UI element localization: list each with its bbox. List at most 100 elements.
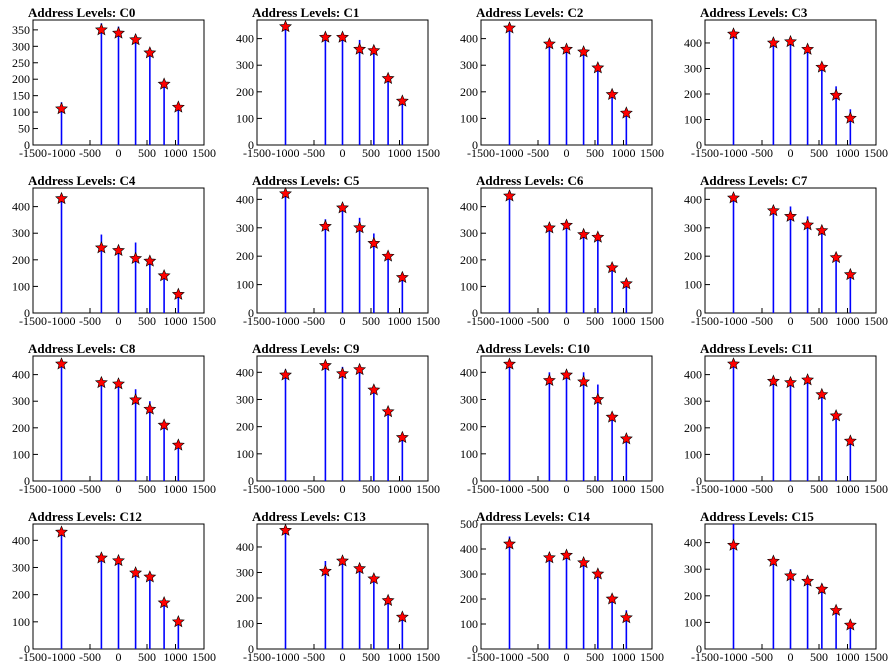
- peak-marker: [395, 610, 409, 623]
- x-tick-label: 0: [340, 482, 346, 496]
- peak-marker: [336, 30, 349, 43]
- peak-marker: [727, 27, 740, 40]
- y-tick-label: 200: [236, 85, 254, 99]
- chart-title: Address Levels: C10: [476, 341, 590, 356]
- chart-panel-12: Address Levels: C12 0 100 200 300 400 -1500 -10…: [0, 504, 224, 672]
- x-tick-label: -1000: [272, 650, 300, 664]
- y-tick-label: 0: [248, 474, 254, 488]
- chart-title: Address Levels: C1: [252, 5, 359, 20]
- x-tick-label: 1500: [864, 482, 888, 496]
- y-tick-label: 200: [460, 253, 478, 267]
- y-tick-label: 0: [24, 306, 30, 320]
- x-tick-label: 0: [116, 482, 122, 496]
- x-tick-label: 500: [362, 650, 380, 664]
- x-tick-label: 0: [116, 146, 122, 160]
- x-tick-label: -1000: [48, 482, 76, 496]
- peak-marker: [381, 71, 395, 84]
- x-tick-label: 1500: [416, 146, 440, 160]
- peak-marker: [815, 582, 829, 595]
- peak-marker: [766, 36, 780, 49]
- y-tick-label: 100: [236, 278, 254, 292]
- chart-title: Address Levels: C5: [252, 173, 360, 188]
- y-tick-label: 300: [12, 226, 30, 240]
- x-tick-label: 1500: [416, 314, 440, 328]
- x-tick-label: 1000: [612, 146, 636, 160]
- x-tick-label: 1000: [612, 314, 636, 328]
- x-tick-label: -1000: [272, 314, 300, 328]
- peak-marker: [143, 46, 157, 59]
- x-tick-label: 1500: [640, 482, 664, 496]
- peak-marker: [843, 434, 857, 447]
- peak-marker: [784, 569, 797, 582]
- peak-marker: [829, 409, 843, 422]
- chart-svg-10: Address Levels: C10 0 100 200 300 400 -1500 -10…: [460, 341, 664, 496]
- y-tick-label: 100: [12, 447, 30, 461]
- peak-marker: [367, 383, 381, 396]
- y-tick-label: 100: [684, 112, 702, 126]
- x-tick-label: -1000: [496, 314, 524, 328]
- peak-marker: [560, 368, 573, 381]
- y-tick-label: 150: [12, 89, 30, 103]
- chart-title: Address Levels: C6: [476, 173, 584, 188]
- peak-marker: [367, 572, 381, 585]
- peak-marker: [171, 438, 185, 451]
- y-tick-label: 0: [248, 306, 254, 320]
- peak-marker: [381, 593, 395, 607]
- chart-panel-5: Address Levels: C5 0 100 200 300 400 -1500 -100…: [224, 168, 448, 336]
- x-tick-label: -500: [751, 482, 773, 496]
- y-tick-label: 200: [460, 85, 478, 99]
- peak-marker: [766, 554, 780, 567]
- peak-marker: [143, 402, 157, 415]
- y-tick-label: 300: [460, 226, 478, 240]
- peak-marker: [279, 186, 292, 200]
- x-tick-label: -1500: [243, 650, 271, 664]
- x-tick-label: -1000: [496, 482, 524, 496]
- peak-marker: [801, 574, 815, 587]
- chart-panel-6: Address Levels: C6 0 100 200 300 400 -1500 -100…: [448, 168, 672, 336]
- peak-marker: [591, 230, 605, 243]
- x-tick-label: 0: [564, 146, 570, 160]
- peak-marker: [591, 567, 605, 580]
- x-tick-label: -1500: [691, 650, 719, 664]
- y-tick-label: 400: [460, 200, 478, 214]
- x-tick-label: 500: [810, 314, 828, 328]
- y-tick-label: 400: [460, 365, 478, 379]
- peak-marker: [55, 191, 68, 205]
- peak-marker: [367, 236, 381, 249]
- chart-svg-9: Address Levels: C9 0 100 200 300 400 -1500 -100…: [236, 341, 440, 496]
- chart-svg-0: Address Levels: C0 0 50 100 150 200 250 300 350 -…: [12, 5, 216, 160]
- peak-marker: [766, 374, 780, 387]
- x-tick-label: 0: [788, 482, 794, 496]
- chart-title: Address Levels: C0: [28, 5, 135, 20]
- peak-marker: [727, 191, 740, 204]
- y-tick-label: 0: [696, 306, 702, 320]
- peak-marker: [801, 42, 815, 55]
- y-tick-label: 200: [684, 421, 702, 435]
- y-tick-label: 500: [460, 517, 478, 531]
- peak-marker: [171, 287, 185, 300]
- peak-marker: [619, 610, 633, 624]
- peak-marker: [171, 100, 185, 113]
- x-tick-label: -1500: [691, 482, 719, 496]
- x-tick-label: 1500: [864, 650, 888, 664]
- x-tick-label: 1000: [388, 650, 412, 664]
- peak-marker: [619, 432, 633, 445]
- chart-panel-1: Address Levels: C1 0 100 200 300 400 -1500 -100…: [224, 0, 448, 168]
- x-tick-label: -1500: [467, 482, 495, 496]
- peak-marker: [815, 223, 829, 237]
- x-tick-label: -1000: [720, 650, 748, 664]
- chart-svg-11: Address Levels: C11 0 100 200 300 400 -1500 -10…: [684, 341, 888, 496]
- peak-marker: [94, 375, 108, 389]
- peak-marker: [143, 254, 157, 267]
- peak-marker: [171, 615, 185, 628]
- y-tick-label: 100: [460, 617, 478, 631]
- y-tick-label: 300: [684, 562, 702, 576]
- x-tick-label: 500: [810, 482, 828, 496]
- y-tick-label: 0: [24, 474, 30, 488]
- x-tick-label: 500: [362, 314, 380, 328]
- peak-marker: [94, 23, 108, 36]
- y-tick-label: 400: [684, 192, 702, 206]
- y-tick-label: 400: [12, 200, 30, 214]
- chart-panel-3: Address Levels: C3 0 100 200 300 400 -1500 -100…: [672, 0, 896, 168]
- peak-marker: [801, 373, 815, 386]
